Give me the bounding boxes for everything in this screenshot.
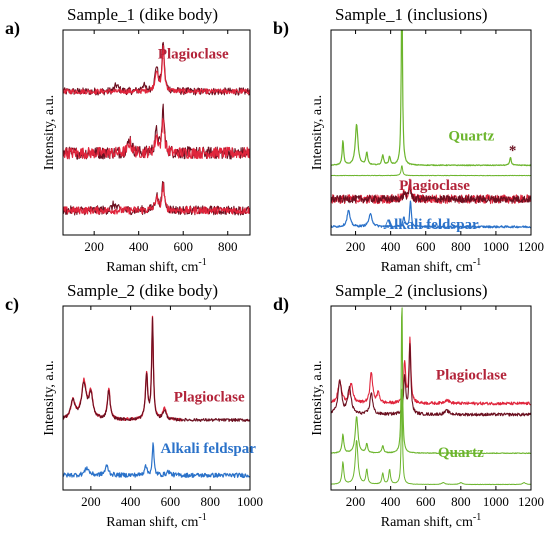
series-line-2 (63, 44, 250, 95)
x-tick-label: 400 (129, 239, 149, 254)
x-axis-label-sup: -1 (198, 257, 206, 268)
x-tick-label: 800 (451, 494, 471, 509)
series-annotation: Plagioclase (158, 47, 229, 63)
x-axis-label: Raman shift, cm-1 (381, 257, 482, 275)
series-annotation: Plagioclase (436, 368, 507, 384)
series-annotation: Plagioclase (174, 390, 245, 406)
panel-title: Sample_2 (dike body) (67, 281, 218, 300)
series-annotation: Plagioclase (399, 178, 470, 194)
x-tick-label: 600 (416, 239, 436, 254)
x-axis-label: Raman shift, cm-1 (106, 257, 207, 275)
x-tick-label: 400 (381, 239, 401, 254)
series-group (331, 307, 531, 486)
series-annotation: Alkali feldspar (161, 441, 257, 457)
x-tick-label: 1200 (518, 494, 544, 509)
x-axis-label-sup: -1 (198, 512, 206, 523)
chart-panel-1: 200 400 600 800 Plagioclase Raman shift, cm-1… (5, 5, 251, 275)
x-tick-label: 1000 (237, 494, 263, 509)
x-tick-label: 1000 (483, 494, 509, 509)
panel-title: Sample_1 (dike body) (67, 5, 218, 24)
asterisk-marker: * (509, 143, 517, 159)
x-tick-label: 400 (121, 494, 141, 509)
axis-frame (62, 305, 251, 491)
y-axis-label: Intensity, a.u. (310, 95, 325, 170)
x-tick-label: 800 (200, 494, 220, 509)
x-tick-label: 800 (451, 239, 471, 254)
series-line-1 (331, 30, 531, 167)
y-axis-label: Intensity, a.u. (42, 360, 57, 435)
series-annotation: Alkali feldspar (383, 217, 479, 233)
x-tick-label: 200 (346, 239, 366, 254)
x-axis-label: Raman shift, cm-1 (106, 512, 207, 530)
x-tick-label: 200 (346, 494, 366, 509)
x-tick-label: 800 (218, 239, 238, 254)
x-tick-label: 200 (81, 494, 101, 509)
panel-title: Sample_2 (inclusions) (335, 281, 488, 300)
axis-frame (330, 305, 532, 491)
panel-letter: d) (273, 294, 289, 315)
x-axis-label: Raman shift, cm-1 (381, 512, 482, 530)
x-tick-label: 600 (161, 494, 181, 509)
series-annotation: Quartz (438, 445, 484, 461)
series-annotation: Quartz (448, 129, 494, 145)
series-group (63, 315, 250, 479)
series-group (331, 30, 531, 229)
series-line-2 (63, 317, 250, 423)
x-tick-label: 600 (416, 494, 436, 509)
series-line-3 (63, 442, 250, 479)
x-tick-label: 1000 (483, 239, 509, 254)
x-axis-label-sup: -1 (473, 257, 481, 268)
y-axis-label: Intensity, a.u. (42, 95, 57, 170)
series-line-2 (331, 165, 531, 177)
series-group (63, 41, 250, 216)
axis-frame (62, 29, 251, 236)
series-line-1 (63, 315, 183, 422)
panel-title: Sample_1 (inclusions) (335, 5, 488, 24)
series-line-6 (63, 182, 250, 215)
y-axis-label: Intensity, a.u. (310, 360, 325, 435)
x-tick-label: 600 (173, 239, 193, 254)
panel-letter: b) (273, 18, 289, 39)
series-line-2 (331, 343, 531, 417)
x-tick-label: 200 (84, 239, 104, 254)
series-line-4 (331, 388, 531, 486)
x-tick-label: 1200 (518, 239, 544, 254)
chart-panel-2: 200 400 600 800 1000 1200 Quartz * Plagioclase Al… (273, 5, 544, 275)
chart-panel-4: 200 400 600 800 1000 1200 Plagioclase Quartz Ram… (273, 281, 544, 530)
chart-panel-3: 200 400 600 800 1000 Plagioclase Alkali feldsp… (5, 281, 263, 530)
series-line-1 (331, 336, 531, 406)
series-line-4 (331, 185, 531, 204)
axis-frame (330, 29, 532, 236)
panel-letter: a) (5, 18, 20, 39)
series-line-5 (331, 200, 531, 229)
x-tick-label: 400 (381, 494, 401, 509)
series-line-3 (331, 178, 531, 205)
series-line-3 (331, 307, 531, 455)
x-axis-label-sup: -1 (473, 512, 481, 523)
panel-letter: c) (5, 294, 19, 315)
series-line-4 (63, 118, 250, 160)
